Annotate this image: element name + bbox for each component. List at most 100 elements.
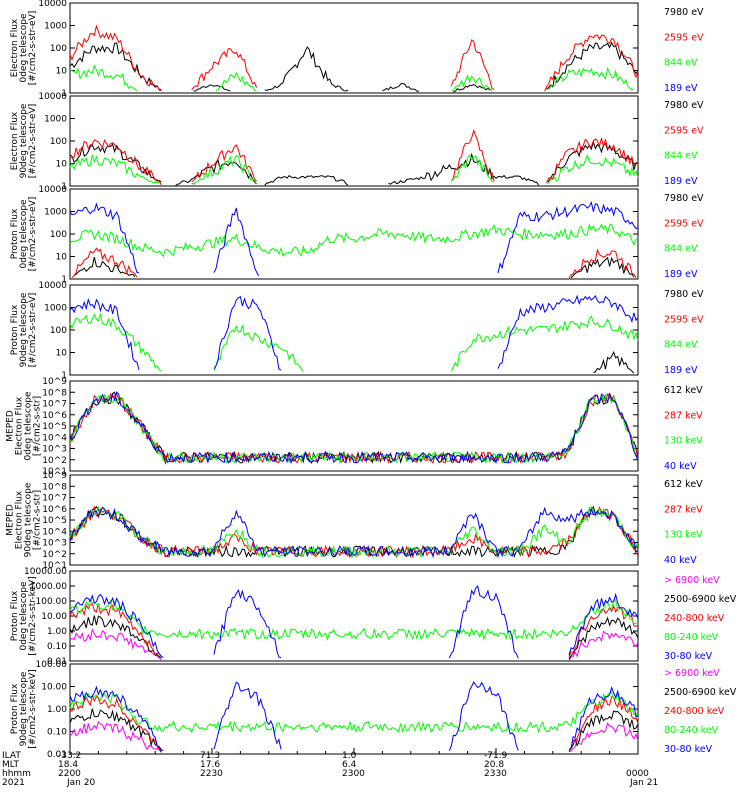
y-tick-label: 10^7	[42, 400, 67, 410]
legend-entry: 189 eV	[664, 176, 698, 187]
panel-5: 10^110^210^3 10^410^510^610^7 10^810^9 MEPE…	[6, 377, 704, 477]
series-trace	[69, 153, 639, 185]
series-trace	[69, 392, 639, 464]
x-axis-labels: ILAT -33.2 71.3 1.0 -71.9 MLT 18.4 17.6 6.4 20.8 h…	[2, 748, 658, 788]
y-tick-label: 1	[61, 275, 67, 285]
legend-entry: 130 keV	[664, 530, 703, 541]
legend-entry: 7980 eV	[664, 100, 704, 111]
x-value-label: 2200	[58, 769, 81, 779]
x-value-label: 2230	[200, 769, 223, 779]
x-date-label: Jan 21	[629, 778, 658, 788]
legend-entry: 30-80 keV	[664, 744, 713, 755]
y-axis-title-line: 90deg telescope	[19, 103, 29, 178]
panel-frame	[69, 188, 639, 280]
y-axis-title: Electron Flux90deg telescope[#/cm2-s-str…	[10, 103, 38, 178]
legend-entry: 7980 eV	[664, 7, 704, 18]
y-tick-label: 10000	[38, 185, 67, 195]
legend-entry: 7980 eV	[664, 193, 704, 204]
series-trace	[69, 708, 639, 753]
series-2500-6900-kev	[69, 708, 639, 753]
y-axis-title-line: [#/cm2-s-str-eV]	[28, 293, 38, 368]
y-tick-label: 0.01	[47, 657, 67, 667]
series-189-ev	[69, 200, 639, 277]
y-axis-title-line: Electron Flux	[15, 490, 25, 549]
y-tick-label: 10	[56, 67, 68, 77]
series-trace	[73, 256, 635, 279]
series-trace	[69, 584, 639, 659]
y-axis-title-line: 0deg telescope	[19, 199, 29, 269]
y-tick-label: 10	[56, 253, 68, 263]
series-trace	[69, 41, 639, 93]
y-tick-label: 100	[50, 44, 67, 54]
series-7980-ev	[69, 41, 639, 93]
legend-entry: 612 keV	[664, 385, 703, 396]
y-axis-title-line: 90deg telescope	[19, 671, 29, 746]
y-axis-title: Proton Flux0deg telescope[#/cm2-s-str-ke…	[10, 576, 38, 655]
y-tick-label: 100	[50, 137, 67, 147]
series-trace	[69, 312, 639, 372]
legend-entry: 240-800 keV	[664, 613, 725, 624]
y-tick-label: 10^8	[42, 482, 67, 492]
legend-entry: 2595 eV	[664, 218, 704, 229]
x-value-label: 17.6	[200, 760, 220, 770]
series-2595-ev	[69, 24, 639, 92]
y-tick-label: 10^6	[42, 505, 67, 515]
y-axis-title-line: Electron Flux	[10, 111, 20, 170]
y-tick-label: 100	[50, 326, 67, 336]
y-tick-label: 10^2	[42, 550, 67, 560]
series-trace	[69, 24, 639, 92]
y-tick-label: 100	[50, 230, 67, 240]
legend-entry: 844 eV	[664, 340, 698, 351]
y-tick-label: 1000	[44, 208, 67, 218]
series-trace	[69, 615, 639, 660]
legend-entry: > 6900 keV	[664, 575, 720, 586]
y-tick-label: 100.00	[36, 660, 68, 670]
y-axis-title-line: Electron Flux	[10, 18, 20, 77]
y-axis-title: Proton Flux90deg telescope[#/cm2-s-str-e…	[10, 292, 38, 367]
series-287-kev	[69, 392, 639, 464]
x-value-label: 6.4	[342, 760, 357, 770]
panel-frame	[69, 570, 639, 662]
legend-entry: 189 eV	[664, 269, 698, 280]
y-tick-label: 10.00	[41, 612, 67, 622]
series-trace	[69, 691, 639, 734]
y-tick-label: 0.01	[47, 750, 67, 760]
series-trace	[69, 597, 638, 641]
x-row-label: MLT	[2, 760, 20, 770]
y-axis-title-line: 90deg telescope	[24, 482, 34, 557]
y-axis-title-line: 0deg telescope	[19, 581, 29, 651]
y-axis-title-line: [#/cm2-s-str-eV]	[28, 197, 38, 272]
legend-entry: 40 keV	[664, 461, 697, 472]
y-tick-label: 10000	[38, 281, 67, 291]
y-tick-label: 10^6	[42, 411, 67, 421]
y-tick-label: 1000	[44, 22, 67, 32]
y-tick-label: 1.00	[47, 705, 67, 715]
y-axis-title-line: [#/cm2-s-str]	[33, 396, 43, 456]
y-tick-label: 1	[61, 89, 67, 99]
x-value-label: 18.4	[58, 760, 78, 770]
y-tick-label: 1	[61, 371, 67, 381]
y-axis-title: MEPEDElectron Flux90deg telescope[#/cm2-…	[6, 482, 43, 557]
x-date-label: Jan 20	[66, 778, 95, 788]
y-axis-title-line: [#/cm2-s-str-keV]	[28, 669, 38, 748]
y-tick-label: 10^9	[42, 377, 67, 387]
series-trace	[69, 680, 639, 751]
y-axis-title-line: 0deg telescope	[19, 13, 29, 83]
series-40-kev	[69, 391, 639, 465]
series-130-kev	[69, 392, 639, 465]
legend-entry: 189 eV	[664, 83, 698, 94]
y-axis-title: MEPEDElectron Flux0deg telescope[#/cm2-s…	[6, 391, 43, 461]
series-trace	[69, 294, 639, 371]
y-tick-label: 100.00	[36, 597, 68, 607]
series-844-ev	[69, 312, 639, 372]
x-row-label: ILAT	[2, 751, 21, 761]
legend-entry: 2500-6900 keV	[664, 687, 737, 698]
legend-entry: > 6900 keV	[664, 668, 720, 679]
y-tick-label: 1000	[44, 304, 67, 314]
series-2595-ev	[69, 128, 639, 186]
series-trace	[593, 351, 635, 374]
y-axis-title-line: Proton Flux	[10, 208, 20, 259]
